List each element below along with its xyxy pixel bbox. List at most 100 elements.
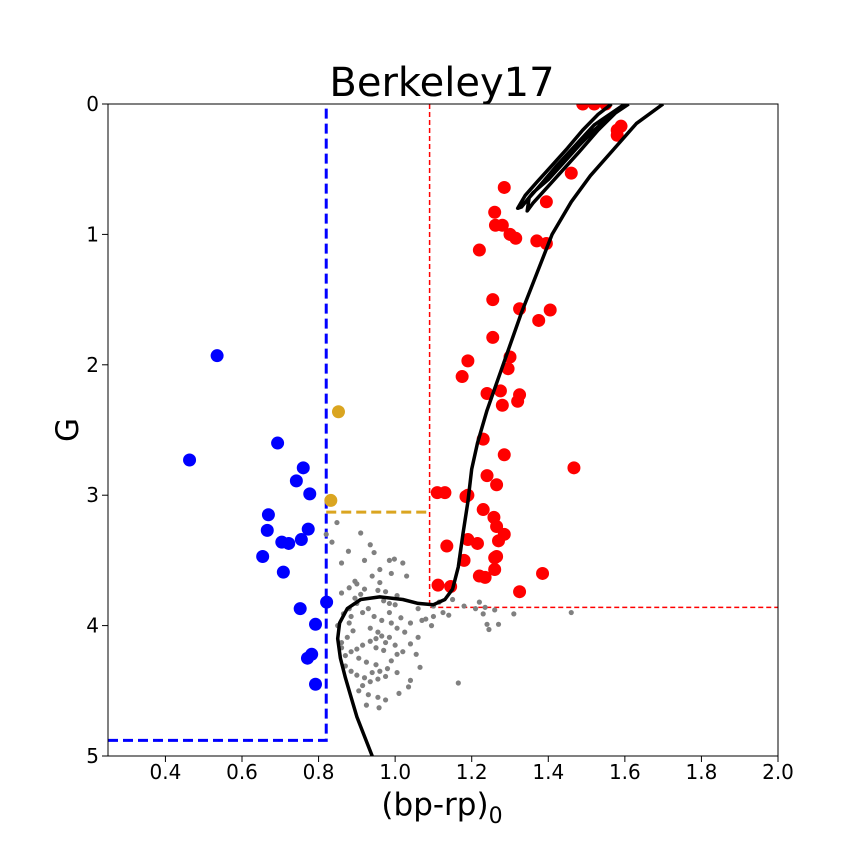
data-point <box>511 611 517 617</box>
data-point <box>486 293 500 307</box>
data-point <box>394 651 400 657</box>
x-tick-label: 0.6 <box>226 760 258 784</box>
data-point <box>360 682 366 689</box>
x-tick-label: 1.8 <box>686 760 718 784</box>
data-point <box>407 677 414 683</box>
data-point <box>381 647 387 653</box>
data-point <box>480 611 486 617</box>
data-point <box>352 595 358 601</box>
x-tick-label: 1.0 <box>379 760 411 784</box>
data-point <box>324 493 338 507</box>
data-point <box>478 570 492 584</box>
data-point <box>367 625 373 631</box>
data-point <box>356 655 362 661</box>
data-point <box>342 652 348 659</box>
red-selection-box <box>428 104 778 609</box>
data-point <box>289 474 303 488</box>
data-point <box>373 662 379 668</box>
data-point <box>365 692 371 698</box>
y-tick-label: 0 <box>86 92 99 116</box>
data-point <box>532 313 546 327</box>
data-point <box>346 620 352 626</box>
data-point <box>294 533 308 547</box>
data-point <box>210 349 224 363</box>
data-point <box>440 539 454 553</box>
data-point <box>309 617 323 631</box>
data-point <box>256 549 270 563</box>
data-point <box>449 596 456 603</box>
data-point <box>497 448 511 462</box>
data-point <box>428 623 435 629</box>
data-point <box>338 560 345 566</box>
plot-frame <box>107 103 779 757</box>
data-point <box>296 461 310 475</box>
data-point <box>183 453 197 467</box>
data-point <box>392 642 398 648</box>
data-point <box>476 503 490 517</box>
data-point <box>360 642 366 648</box>
data-point <box>394 593 400 599</box>
y-axis: 0 1 2 3 4 5 <box>86 92 108 768</box>
data-point <box>363 659 370 665</box>
chart-title: Berkeley17 <box>329 60 554 106</box>
data-point <box>382 589 389 595</box>
y-tick-label: 1 <box>86 222 99 246</box>
data-point <box>386 609 392 616</box>
data-point <box>392 602 398 608</box>
data-point <box>543 303 557 317</box>
data-point <box>320 595 334 609</box>
data-point <box>371 613 377 620</box>
data-point <box>461 603 467 609</box>
data-point <box>404 573 410 579</box>
data-point <box>394 669 400 676</box>
data-point <box>329 539 335 545</box>
data-point <box>301 522 315 536</box>
data-point <box>497 527 511 541</box>
data-point <box>484 621 490 627</box>
plot-area <box>108 104 778 756</box>
data-point <box>367 542 373 548</box>
data-point <box>377 579 383 586</box>
isochrone-curve <box>335 104 665 756</box>
data-point <box>379 617 385 623</box>
data-point <box>309 677 323 691</box>
data-point <box>386 600 392 607</box>
data-point <box>348 649 354 655</box>
data-point <box>446 612 452 618</box>
data-point <box>386 557 392 564</box>
data-point <box>455 680 461 686</box>
data-point <box>391 556 397 562</box>
data-point <box>488 551 502 565</box>
data-point <box>384 666 391 672</box>
data-point <box>511 394 525 408</box>
x-tick-label: 1.4 <box>532 760 564 784</box>
data-point <box>375 694 381 700</box>
data-point <box>400 560 406 566</box>
data-point <box>358 591 364 597</box>
data-point <box>476 599 482 605</box>
data-point <box>576 104 590 111</box>
data-point <box>382 639 389 646</box>
data-point <box>472 606 479 612</box>
data-point <box>407 620 414 626</box>
data-point <box>564 166 578 180</box>
data-point <box>293 602 307 616</box>
data-point <box>377 668 383 674</box>
data-point <box>419 617 425 623</box>
data-point <box>381 598 387 604</box>
data-point <box>461 354 475 368</box>
data-point <box>396 690 402 697</box>
data-point <box>415 606 421 612</box>
y-tick-label: 2 <box>86 353 99 377</box>
data-point <box>587 104 601 111</box>
data-point <box>495 621 502 627</box>
data-point <box>375 676 381 682</box>
data-point <box>260 523 274 537</box>
data-point <box>407 641 414 647</box>
x-axis: 0.4 0.6 0.8 1.0 1.2 1.4 1.6 1.8 2.0 <box>150 756 794 784</box>
data-point <box>354 581 360 587</box>
isochrone-loop <box>515 104 630 213</box>
data-point <box>276 565 290 579</box>
x-tick-label: 0.4 <box>150 760 182 784</box>
data-point <box>415 634 421 640</box>
